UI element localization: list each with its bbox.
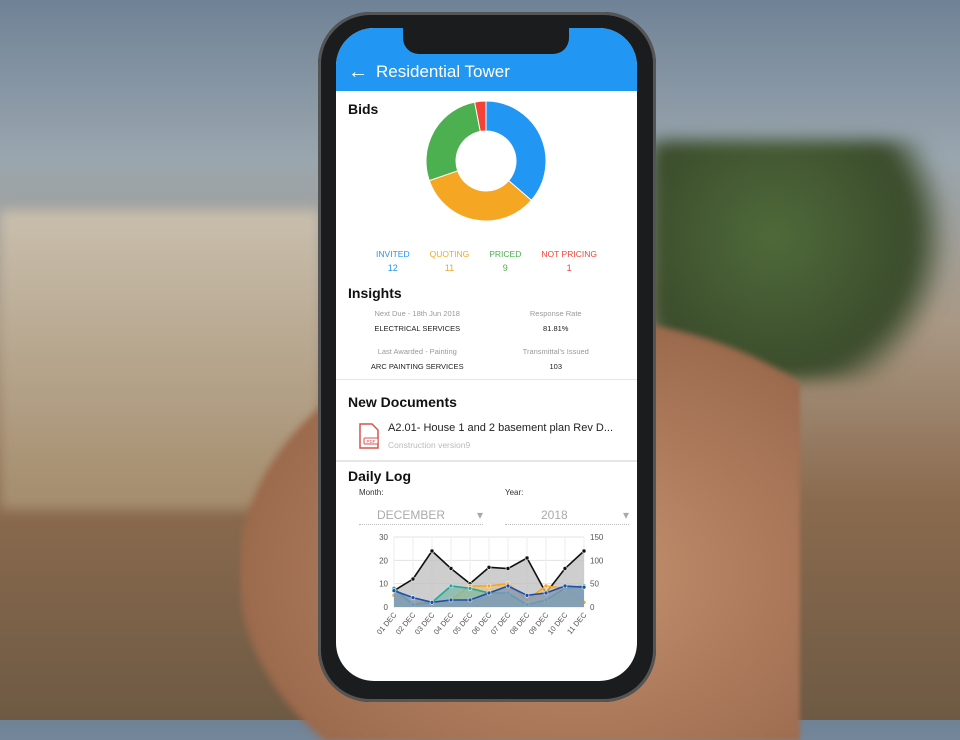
divider xyxy=(336,460,637,462)
year-select[interactable]: 2018 ▾ xyxy=(505,502,629,525)
legend-value: 11 xyxy=(444,263,455,273)
data-point xyxy=(448,597,454,603)
data-point xyxy=(429,548,435,554)
insight-item: Next Due - 18th Jun 2018 ELECTRICAL SERVI… xyxy=(348,309,487,333)
app-header: ← Residential Tower xyxy=(336,28,637,91)
data-point xyxy=(448,583,454,589)
insight-label: Response Rate xyxy=(529,309,582,318)
daily-log-title: Daily Log xyxy=(348,468,412,484)
y-right-tick: 50 xyxy=(590,580,599,589)
legend-label: INVITED xyxy=(376,249,410,259)
insight-item: Transmittal's Issued 103 xyxy=(487,347,626,371)
data-point xyxy=(410,576,416,582)
donut-slice-invited[interactable] xyxy=(485,100,547,201)
bids-title: Bids xyxy=(348,101,379,117)
year-value: 2018 xyxy=(541,508,568,522)
donut-slice-not-pricing[interactable] xyxy=(474,100,487,133)
data-point xyxy=(581,548,587,554)
data-point xyxy=(562,583,568,589)
phone-notch xyxy=(403,28,569,54)
insight-label: Next Due - 18th Jun 2018 xyxy=(374,309,460,318)
donut-slice-quoting[interactable] xyxy=(428,170,533,222)
legend-value: 1 xyxy=(566,263,572,273)
data-point xyxy=(486,565,492,570)
legend-label: NOT PRICING xyxy=(541,249,597,259)
month-value: DECEMBER xyxy=(377,508,446,522)
legend-item: INVITED 12 xyxy=(376,249,410,273)
data-point xyxy=(543,590,549,596)
insight-value: ARC PAINTING SERVICES xyxy=(370,362,464,371)
y-right-tick: 150 xyxy=(590,533,604,542)
legend-value: 9 xyxy=(502,263,508,273)
x-tick: 11 DEC xyxy=(565,610,589,636)
data-point xyxy=(562,566,568,571)
daily-log-section: Daily Log Month: DECEMBER ▾ Year: 2018 ▾ 0… xyxy=(336,468,637,658)
data-point xyxy=(486,583,492,589)
insights-title: Insights xyxy=(348,285,402,301)
insight-item: Response Rate 81.81% xyxy=(487,309,626,333)
month-select[interactable]: DECEMBER ▾ xyxy=(359,502,483,525)
legend-item: NOT PRICING 1 xyxy=(541,249,597,273)
bids-donut-chart xyxy=(425,100,547,222)
y-left-tick: 20 xyxy=(379,556,388,565)
chevron-down-icon: ▾ xyxy=(622,508,629,522)
insight-item: Last Awarded - Painting ARC PAINTING SERV… xyxy=(348,347,487,371)
insight-value: ELECTRICAL SERVICES xyxy=(374,324,461,333)
data-point xyxy=(486,590,492,596)
y-right-tick: 0 xyxy=(590,603,595,612)
data-point xyxy=(467,586,473,591)
pdf-file-icon: PDF xyxy=(359,423,379,449)
y-left-tick: 10 xyxy=(379,580,388,589)
page-title: Residential Tower xyxy=(376,62,510,81)
documents-title: New Documents xyxy=(348,394,457,410)
insight-value: 81.81% xyxy=(543,324,569,333)
month-label: Month: xyxy=(359,488,384,497)
chevron-down-icon: ▾ xyxy=(476,508,483,522)
insights-grid: Next Due - 18th Jun 2018 ELECTRICAL SERVI… xyxy=(348,309,625,371)
insight-value: 103 xyxy=(549,362,562,371)
svg-text:PDF: PDF xyxy=(367,439,376,444)
legend-label: QUOTING xyxy=(429,249,470,259)
data-point xyxy=(391,588,397,593)
document-subtitle: Construction version9 xyxy=(388,440,471,450)
bids-legend: INVITED 12 QUOTING 11 PRICED 9 NOT PRICING 1 xyxy=(348,249,625,273)
arrow-left-icon[interactable]: ← xyxy=(348,61,368,83)
divider xyxy=(336,379,637,380)
insights-section: Insights Next Due - 18th Jun 2018 ELECTRI… xyxy=(336,285,637,371)
year-label: Year: xyxy=(505,488,524,497)
data-point xyxy=(467,597,473,603)
documents-section: New Documents PDF A2.01- House 1 and 2 b… xyxy=(336,394,637,450)
data-point xyxy=(429,600,435,605)
data-point xyxy=(410,595,416,600)
data-point xyxy=(524,555,530,561)
phone-screen: ← Residential Tower Bids INVITED 12 QUOTIN… xyxy=(336,28,637,681)
data-point xyxy=(448,566,454,571)
data-point xyxy=(524,593,530,598)
data-point xyxy=(581,584,587,590)
legend-value: 12 xyxy=(387,263,398,273)
legend-item: PRICED 9 xyxy=(489,249,521,273)
donut-slice-priced[interactable] xyxy=(425,101,481,182)
legend-item: QUOTING 11 xyxy=(430,249,470,273)
legend-label: PRICED xyxy=(489,249,522,259)
document-name: A2.01- House 1 and 2 basement plan Rev D… xyxy=(388,422,614,434)
bids-section: Bids INVITED 12 QUOTING 11 PRICED 9 NOT PRICIN… xyxy=(336,91,637,273)
insight-label: Last Awarded - Painting xyxy=(377,347,457,356)
y-left-tick: 30 xyxy=(379,533,388,542)
data-point xyxy=(505,583,511,589)
data-point xyxy=(505,566,511,571)
document-item[interactable]: PDF A2.01- House 1 and 2 basement plan R… xyxy=(348,422,625,450)
insight-label: Transmittal's Issued xyxy=(522,347,589,356)
y-left-tick: 0 xyxy=(384,603,389,612)
y-right-tick: 100 xyxy=(590,556,604,565)
data-point xyxy=(543,583,549,589)
